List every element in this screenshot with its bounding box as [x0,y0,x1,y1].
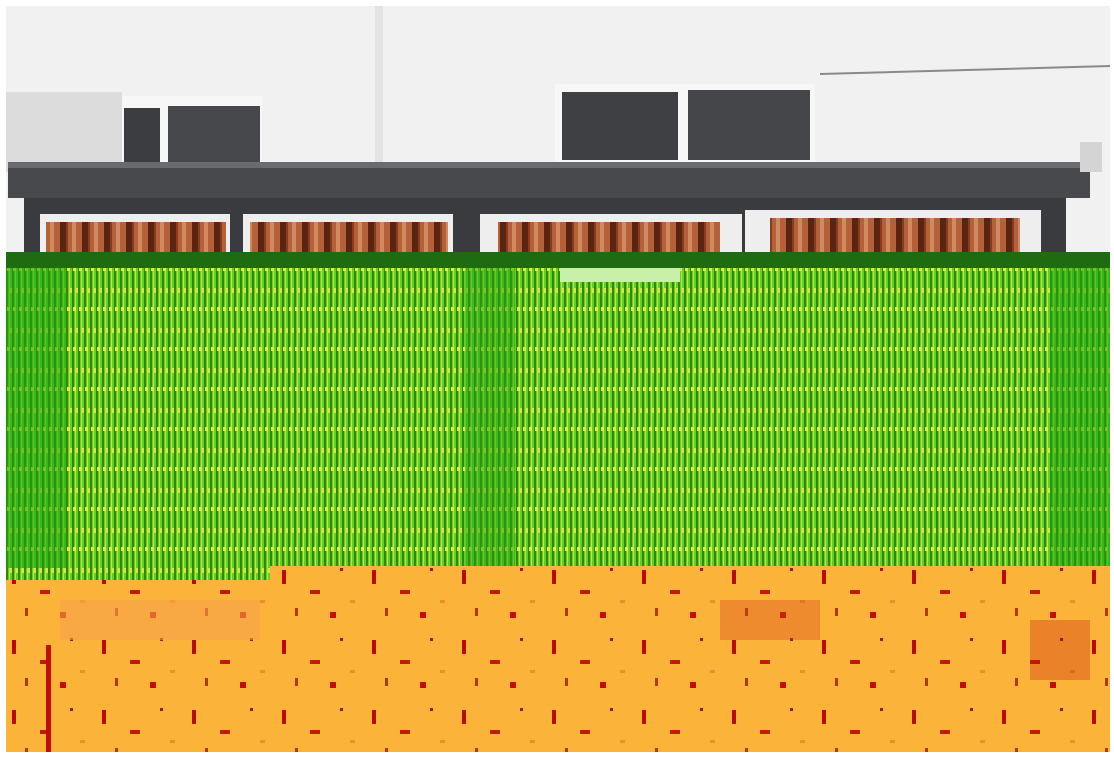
glitch-dark [6,268,66,568]
gutter [1080,142,1102,172]
window [688,90,810,160]
glitch-light [60,600,260,640]
window [168,106,260,170]
glitch-red [46,645,51,752]
wall-block [6,92,122,172]
glitch-dark [465,268,515,566]
glitch-red [720,600,820,640]
window [562,92,678,160]
glitch-edge [6,252,1110,268]
glitch-light [560,268,680,282]
window [124,108,160,170]
wall-line [819,65,1111,75]
glitch-red [1030,620,1090,680]
wall-edge [375,6,383,166]
roof-edge [8,162,1090,168]
glitch-orange [270,566,1110,752]
glitch-dark [1050,268,1110,568]
